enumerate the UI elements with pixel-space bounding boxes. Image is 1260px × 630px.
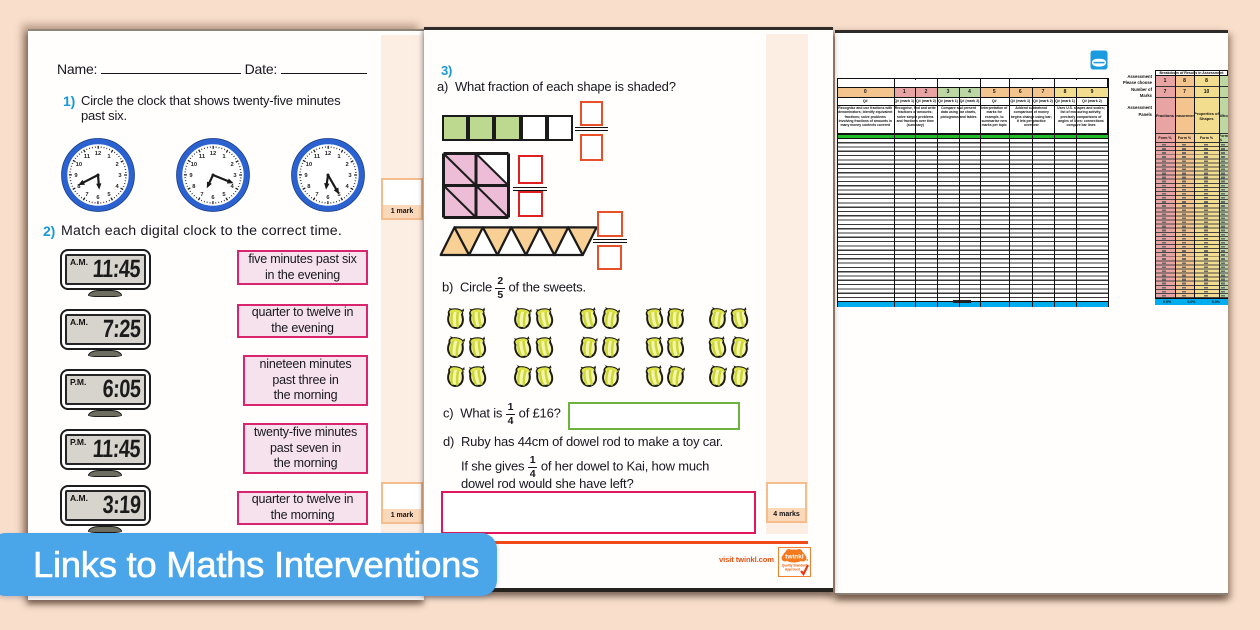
svg-text:5: 5: [222, 192, 226, 198]
svg-text:10: 10: [75, 162, 81, 168]
svg-text:2: 2: [230, 162, 233, 168]
svg-text:2: 2: [345, 162, 348, 168]
svg-text:4: 4: [345, 184, 349, 190]
svg-text:8: 8: [192, 184, 196, 190]
svg-text:twinkl: twinkl: [785, 554, 804, 561]
svg-text:1: 1: [222, 153, 226, 159]
svg-text:10: 10: [190, 162, 196, 168]
svg-text:3: 3: [233, 173, 237, 179]
svg-text:7: 7: [315, 192, 318, 198]
svg-text:Approved: Approved: [785, 568, 800, 572]
svg-text:6: 6: [96, 195, 100, 201]
svg-text:2: 2: [115, 162, 118, 168]
svg-text:1: 1: [337, 153, 341, 159]
svg-text:8: 8: [77, 184, 81, 190]
svg-text:4: 4: [115, 184, 119, 190]
svg-text:5: 5: [107, 192, 111, 198]
svg-text:12: 12: [94, 151, 100, 157]
svg-text:5: 5: [337, 192, 341, 198]
svg-text:12: 12: [324, 151, 330, 157]
svg-text:12: 12: [209, 151, 215, 157]
svg-text:9: 9: [189, 173, 193, 179]
svg-text:6: 6: [326, 195, 330, 201]
svg-text:11: 11: [83, 153, 90, 159]
svg-text:3: 3: [118, 173, 122, 179]
svg-text:7: 7: [200, 192, 203, 198]
svg-text:11: 11: [198, 153, 205, 159]
svg-text:10: 10: [305, 162, 311, 168]
svg-text:11: 11: [313, 153, 320, 159]
svg-text:7: 7: [85, 192, 88, 198]
svg-text:3: 3: [348, 173, 352, 179]
svg-text:1: 1: [107, 153, 111, 159]
svg-text:6: 6: [211, 195, 215, 201]
svg-text:9: 9: [74, 173, 78, 179]
svg-text:4: 4: [230, 184, 234, 190]
svg-text:Quality Standard: Quality Standard: [782, 564, 808, 568]
svg-text:8: 8: [307, 184, 311, 190]
svg-text:9: 9: [304, 173, 308, 179]
